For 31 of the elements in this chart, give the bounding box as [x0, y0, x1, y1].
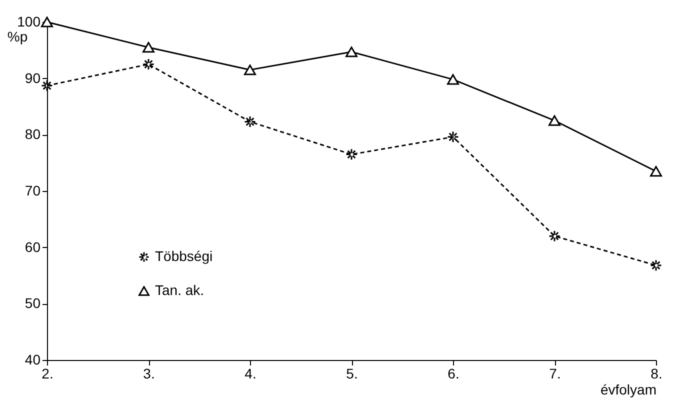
- point: [346, 148, 358, 160]
- point: [650, 259, 662, 272]
- point: [142, 58, 154, 70]
- y-tick-label: 70: [24, 182, 41, 198]
- y-tick-label: 80: [24, 126, 41, 142]
- y-tick-label: 100: [17, 14, 41, 30]
- y-tick-label: 50: [24, 295, 41, 312]
- legend-label: Többségi: [155, 248, 213, 264]
- point: [548, 230, 560, 242]
- point: [41, 80, 53, 92]
- x-tick-label: 6.: [448, 366, 460, 382]
- point: [244, 64, 256, 76]
- point: [447, 130, 459, 143]
- point: [548, 115, 560, 126]
- point: [650, 166, 662, 177]
- y-tick-label: 60: [24, 238, 41, 255]
- point: [447, 74, 459, 85]
- y-tick-label: 40: [24, 352, 41, 368]
- x-tick-label: 8.: [650, 366, 662, 382]
- point: [142, 42, 154, 53]
- x-tick-label: 5.: [346, 366, 358, 382]
- x-tick-label: 4.: [244, 366, 256, 382]
- y-axis-title: %p: [7, 28, 28, 44]
- point: [244, 116, 256, 128]
- x-tick-label: 2.: [42, 366, 54, 382]
- x-tick-label: 7.: [549, 366, 561, 382]
- point: [346, 46, 358, 58]
- x-tick-label: 3.: [143, 366, 155, 382]
- x-axis-title: évfolyam: [600, 382, 656, 398]
- y-tick-label: 90: [24, 70, 41, 86]
- legend-label: Tan. ak.: [155, 282, 204, 298]
